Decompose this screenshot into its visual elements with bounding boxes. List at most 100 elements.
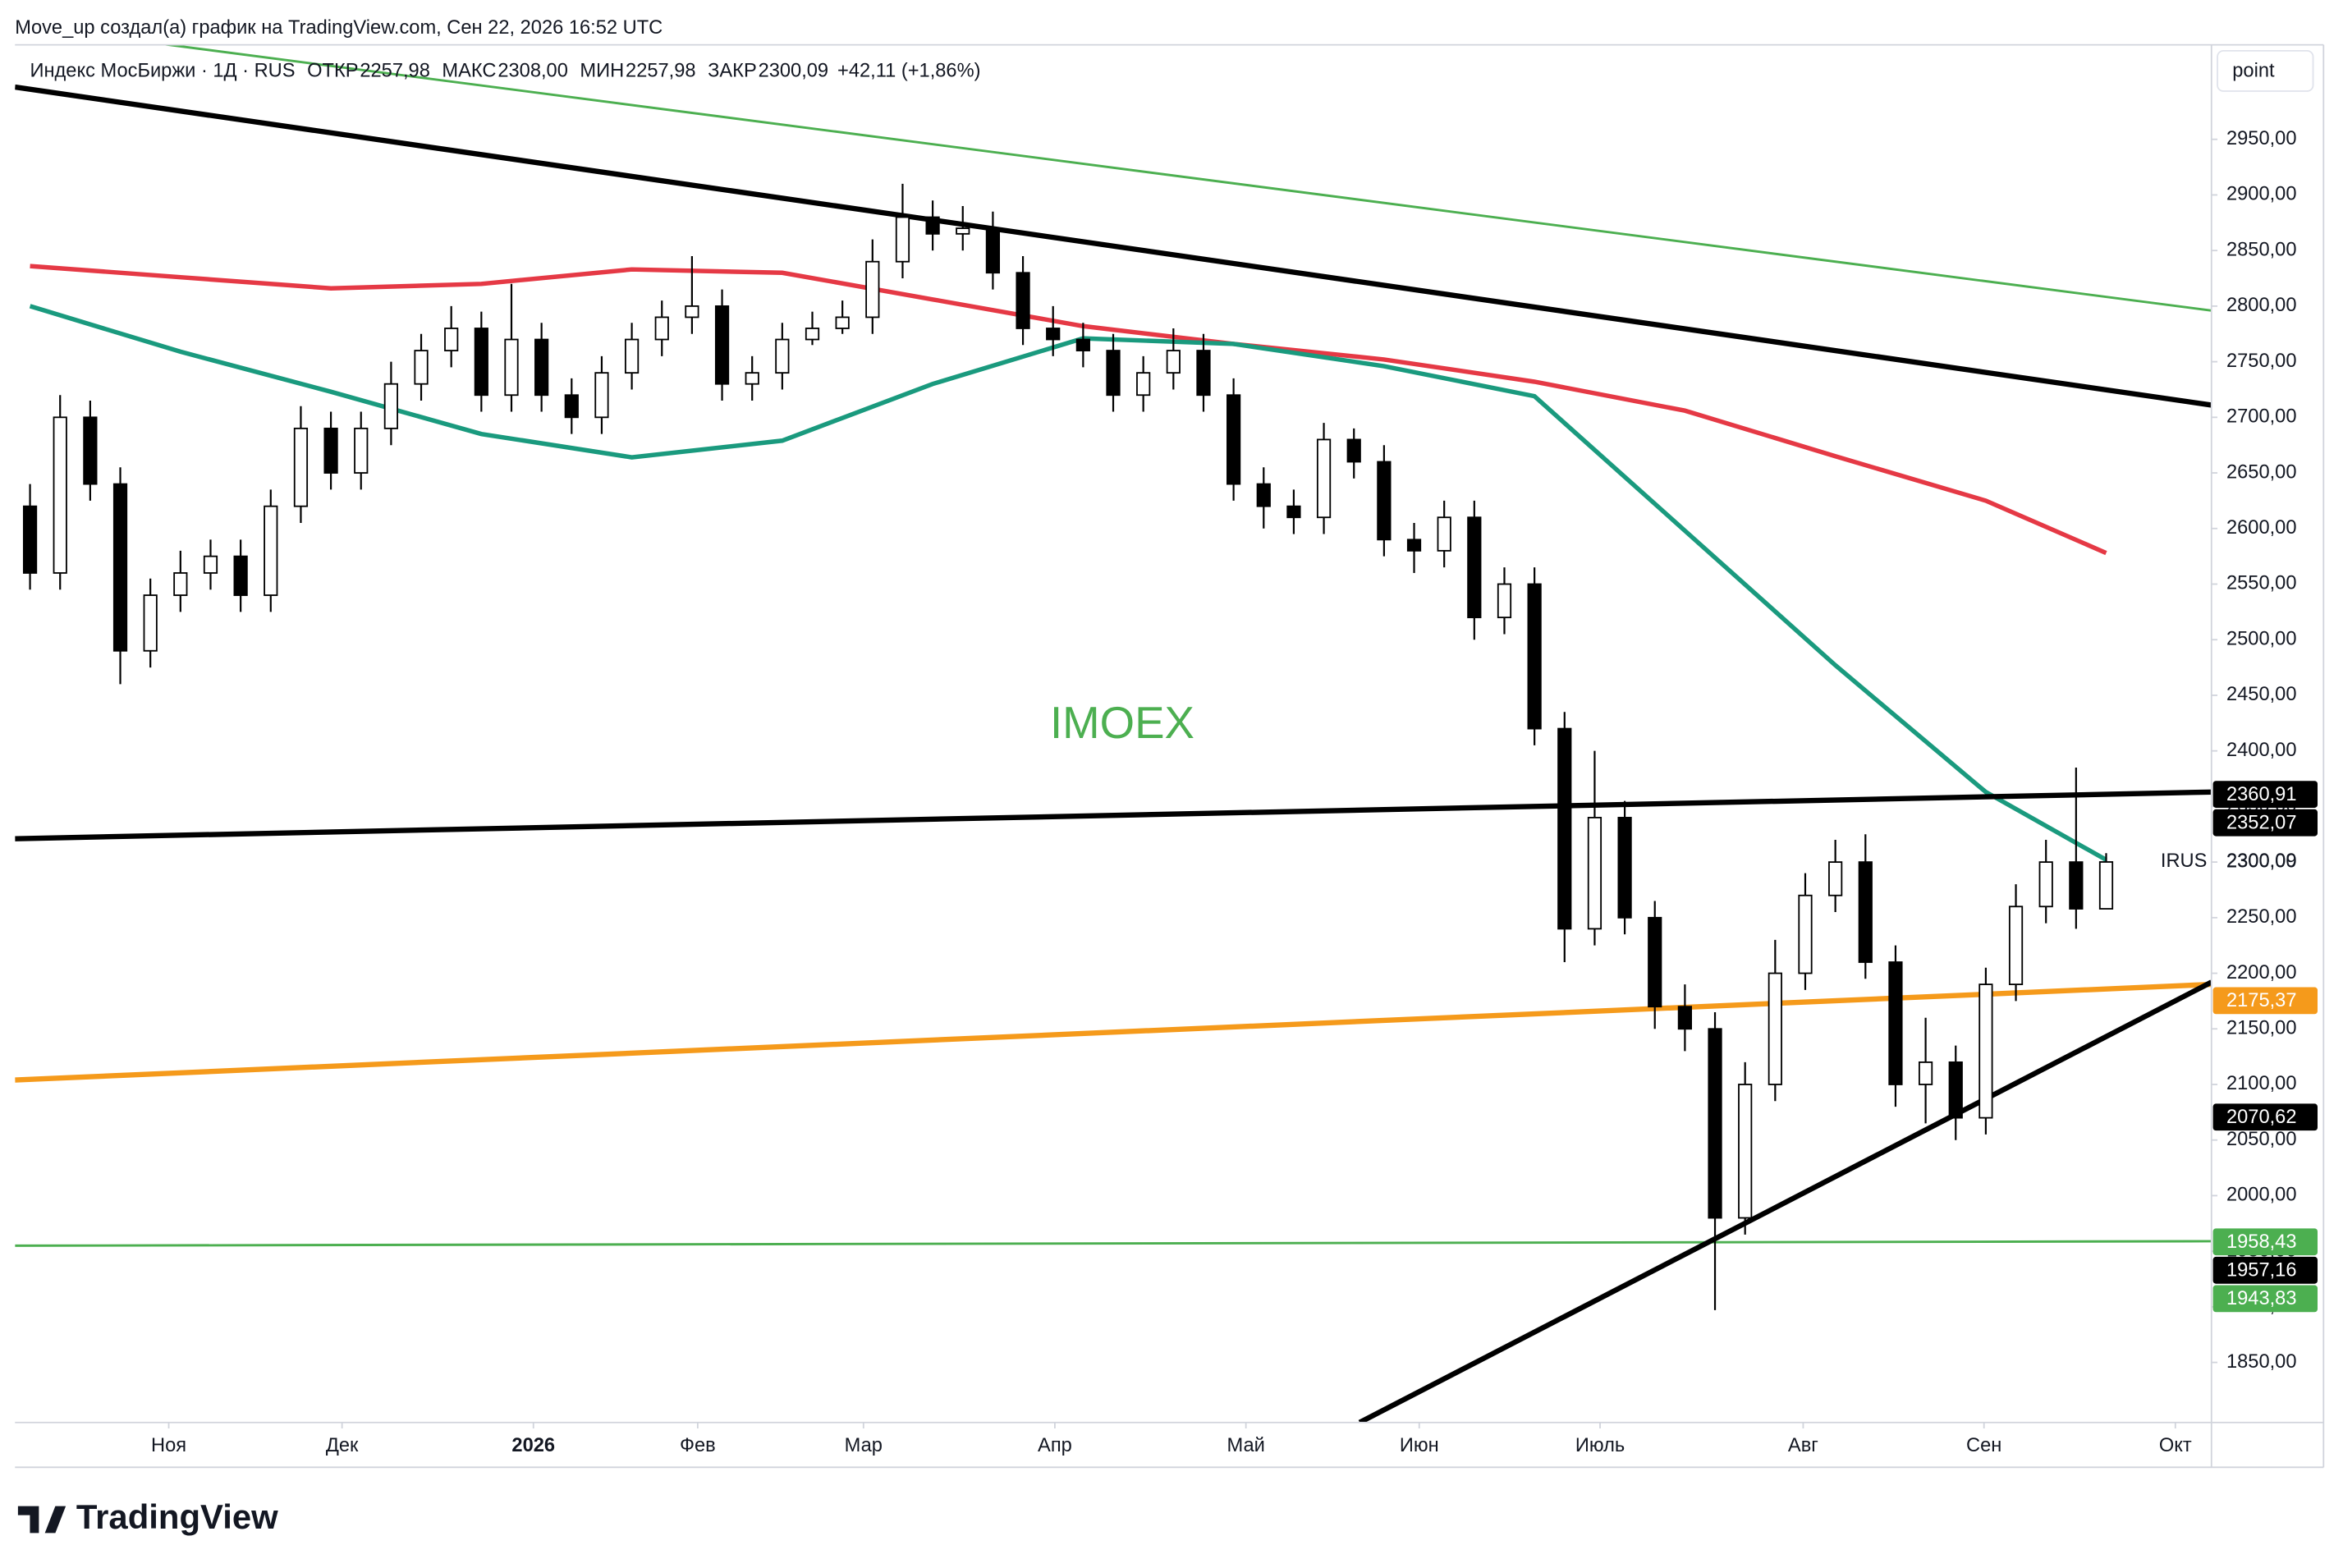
candle-body	[474, 328, 488, 397]
candle-body	[1316, 438, 1332, 519]
candle-body	[323, 427, 338, 474]
candle-body	[745, 372, 759, 385]
candle-body	[1227, 394, 1241, 485]
candle-body	[594, 372, 609, 419]
x-tick-label: Авг	[1788, 1435, 1818, 1456]
y-axis: 1850,001900,001950,002000,002050,002100,…	[2211, 128, 2318, 1373]
y-tick-label: 2000,00	[2226, 1185, 2297, 1206]
footer-logo: TradingView	[17, 1497, 278, 1536]
candle-body	[534, 338, 549, 397]
price-badge	[2212, 1285, 2318, 1313]
candle-body	[775, 338, 790, 374]
y-tick-label: 2450,00	[2226, 684, 2297, 705]
candle-body	[1648, 916, 1662, 1008]
candle-body	[203, 555, 218, 574]
candle-body	[1708, 1028, 1722, 1219]
price-badge	[2212, 781, 2318, 808]
scale-button-box[interactable]	[2217, 49, 2314, 92]
candle-body	[1286, 505, 1301, 519]
last-price-name: IRUS	[2161, 850, 2208, 872]
candle-body	[504, 338, 519, 397]
candle-body	[2038, 861, 2053, 908]
candle-body	[925, 216, 940, 235]
candle-body	[1617, 817, 1632, 919]
x-tick-label: Май	[1227, 1435, 1264, 1456]
y-tick-label: 2950,00	[2226, 128, 2297, 149]
candle-body	[1888, 961, 1903, 1085]
price-badge	[2212, 1228, 2318, 1256]
legend: Индекс МосБиржи · 1Д · RUS ОТКР 2257,98 МАК…	[30, 61, 980, 82]
candle-body	[895, 216, 910, 263]
ohlc-value: 2257,98	[360, 61, 430, 82]
logo-mark	[17, 1506, 66, 1534]
candle-body	[264, 505, 278, 596]
x-tick-label: Июль	[1575, 1435, 1625, 1456]
y-tick-label: 2900,00	[2226, 184, 2297, 205]
x-tick-label: Ноя	[151, 1435, 186, 1456]
candle-body	[1738, 1084, 1753, 1219]
candle-body	[83, 416, 98, 485]
candle-body	[1858, 861, 1873, 963]
y-tick-label: 1850,00	[2226, 1351, 2297, 1373]
ohlc-value: 2300,09	[759, 61, 829, 82]
candle-body	[1557, 727, 1572, 930]
candle-body	[1587, 817, 1603, 930]
scale-button[interactable]: point	[2217, 49, 2314, 92]
candle-body	[1467, 516, 1482, 619]
trend-line	[15, 981, 2212, 1083]
candle-body	[1497, 583, 1512, 619]
candle-body	[1046, 328, 1061, 341]
x-tick-label: Дек	[326, 1435, 359, 1456]
candle-body	[835, 316, 850, 329]
price-badge	[2212, 1103, 2318, 1131]
y-tick-label: 2200,00	[2226, 962, 2297, 983]
ohlc-key: МИН	[580, 61, 624, 82]
ohlc-value: 2308,00	[497, 61, 568, 82]
y-tick-label: 2300,00	[2226, 850, 2297, 872]
price-badge	[2212, 1256, 2318, 1284]
ohlc-key: МАКС	[442, 61, 496, 82]
candle-body	[1377, 461, 1392, 541]
price-badge-label: 2070,62	[2226, 1107, 2297, 1128]
y-tick-label: 2800,00	[2226, 295, 2297, 316]
change: +42,11 (+1,86%)	[837, 61, 980, 82]
candle-body	[444, 328, 459, 351]
candle-body	[685, 305, 699, 319]
price-badge-label: 2360,91	[2226, 784, 2297, 805]
candle-body	[2008, 905, 2024, 985]
y-tick-label: 2850,00	[2226, 239, 2297, 260]
trend-line	[1358, 979, 2212, 1423]
candle-body	[1406, 539, 1422, 552]
price-badge-label: 1958,43	[2226, 1231, 2297, 1253]
scale-button-label[interactable]: point	[2232, 61, 2275, 82]
y-tick-label: 2150,00	[2226, 1018, 2297, 1039]
candle-body	[1346, 438, 1361, 463]
candle-body	[414, 350, 429, 385]
brand: TradingView	[76, 1497, 278, 1536]
trend-line	[15, 84, 2212, 408]
price-badge-label: 1957,16	[2226, 1259, 2297, 1281]
candle-body	[985, 227, 1001, 274]
candle-body	[1136, 372, 1151, 397]
candle-body	[624, 338, 640, 374]
x-tick-label: Сен	[1966, 1435, 2001, 1456]
candle-body	[173, 572, 188, 596]
candle-body	[805, 328, 820, 341]
candle-body	[112, 483, 128, 652]
y-tick-label: 2500,00	[2226, 628, 2297, 649]
ohlc-value: 2257,98	[626, 61, 696, 82]
watermark: IMOEX	[1050, 698, 1194, 748]
price-badge	[2212, 809, 2318, 837]
attribution: Move_up создал(а) график на TradingView.…	[15, 17, 663, 39]
price-badge-label: 2175,37	[2226, 990, 2297, 1011]
y-tick-label: 2250,00	[2226, 906, 2297, 928]
y-tick-label: 2600,00	[2226, 517, 2297, 539]
candle-body	[1075, 338, 1090, 351]
candle-body	[1677, 1006, 1692, 1030]
candle-body	[1828, 861, 1843, 896]
ohlc-key: ЗАКР	[708, 61, 757, 82]
trend-line	[15, 1240, 2212, 1247]
x-tick-label: Фев	[680, 1435, 716, 1456]
candle-body	[1016, 272, 1030, 329]
